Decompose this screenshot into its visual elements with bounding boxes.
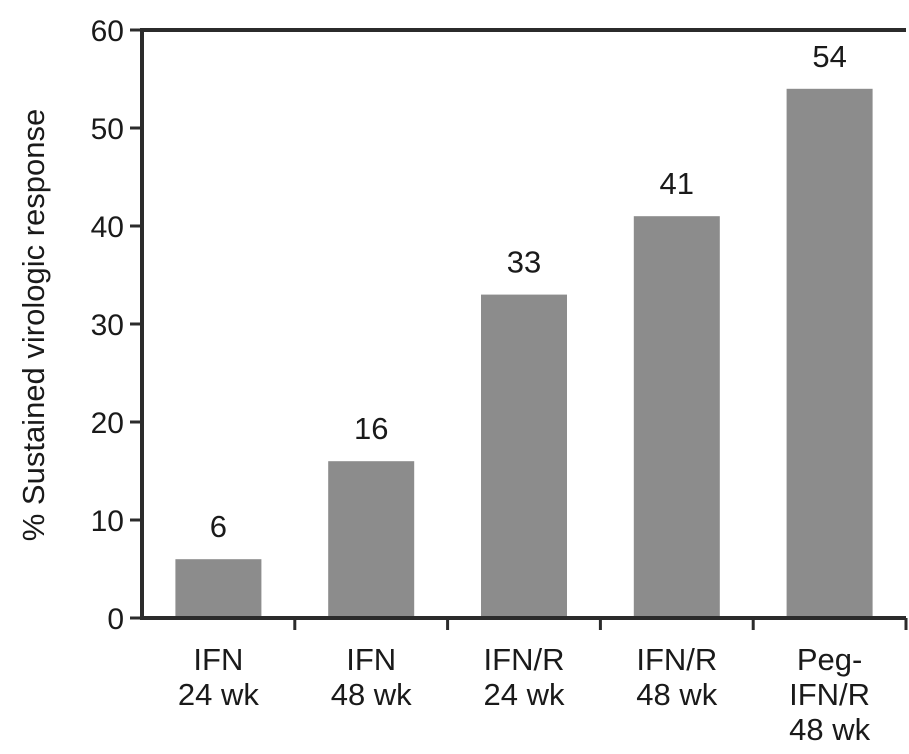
y-tick-label: 0 — [107, 603, 124, 636]
bar — [328, 461, 415, 618]
data-label: 16 — [354, 411, 388, 446]
data-label: 41 — [660, 166, 694, 201]
bar — [633, 216, 720, 618]
x-category-label: IFN/R 24 wk — [484, 642, 565, 712]
bars-group — [175, 88, 873, 619]
bar — [786, 88, 873, 619]
y-tick-label: 40 — [91, 211, 124, 244]
x-category-label: IFN 24 wk — [178, 642, 259, 712]
y-tick-label: 30 — [91, 309, 124, 342]
x-category-label: Peg-IFN/R 48 wk — [789, 642, 870, 747]
axes-group — [130, 28, 908, 630]
data-label: 54 — [812, 39, 846, 74]
x-category-label: IFN/R 48 wk — [636, 642, 717, 712]
bar — [481, 294, 567, 618]
bar — [175, 559, 262, 618]
labels-group: 6 16 33 41 54 0 10 20 30 40 50 60 IFN 24 wk IFN 48 wk IF… — [91, 15, 871, 747]
y-tick-label: 60 — [91, 15, 124, 48]
y-tick-label: 50 — [91, 113, 124, 146]
data-label: 33 — [507, 245, 541, 280]
x-category-label: IFN 48 wk — [331, 642, 412, 712]
data-label: 6 — [210, 509, 227, 544]
y-tick-label: 20 — [91, 407, 124, 440]
y-tick-label: 10 — [91, 505, 124, 538]
y-axis-title: % Sustained virologic response — [16, 109, 51, 542]
